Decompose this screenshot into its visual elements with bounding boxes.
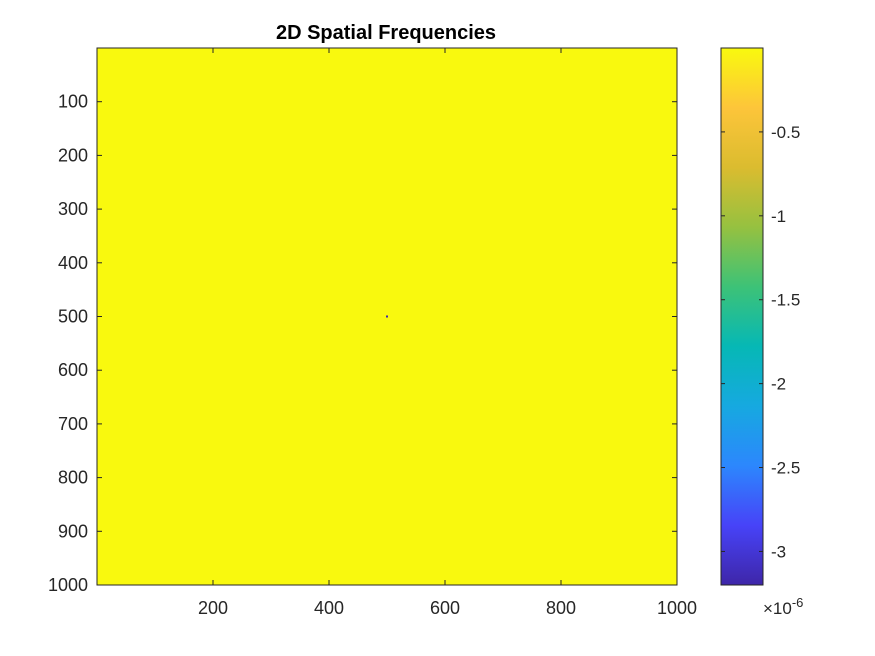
x-tick-label: 400 bbox=[314, 598, 344, 618]
y-tick-label: 700 bbox=[58, 414, 88, 434]
colorbar-tick-label: -1 bbox=[771, 207, 786, 226]
y-tick-label: 600 bbox=[58, 360, 88, 380]
x-tick-label: 800 bbox=[546, 598, 576, 618]
x-tick-label: 1000 bbox=[657, 598, 697, 618]
plot-area: 200 400 600 800 1000 100 200 300 400 500 600 700 80… bbox=[48, 47, 697, 618]
x-tick-label: 200 bbox=[198, 598, 228, 618]
y-tick-label: 100 bbox=[58, 92, 88, 112]
colorbar-exponent: ×10-6 bbox=[763, 595, 803, 618]
heatmap-point bbox=[386, 315, 388, 318]
y-tick-label: 500 bbox=[58, 307, 88, 327]
colorbar-tick-label: -2.5 bbox=[771, 459, 800, 478]
y-tick-label: 900 bbox=[58, 521, 88, 541]
y-tick-label: 200 bbox=[58, 145, 88, 165]
y-tick-label: 800 bbox=[58, 468, 88, 488]
colorbar-tick-label: -1.5 bbox=[771, 291, 800, 310]
chart-title: 2D Spatial Frequencies bbox=[276, 22, 496, 44]
colorbar-tick-label: -3 bbox=[771, 542, 786, 561]
colorbar-gradient bbox=[720, 47, 764, 586]
y-tick-label: 300 bbox=[58, 199, 88, 219]
colorbar: -0.5 -1 -1.5 -2 -2.5 -3 ×10-6 bbox=[720, 47, 803, 618]
colorbar-tick-label: -0.5 bbox=[771, 123, 800, 142]
x-tick-label: 600 bbox=[430, 598, 460, 618]
y-tick-label: 400 bbox=[58, 253, 88, 273]
colorbar-tick-label: -2 bbox=[771, 375, 786, 394]
y-tick-label: 1000 bbox=[48, 575, 88, 595]
